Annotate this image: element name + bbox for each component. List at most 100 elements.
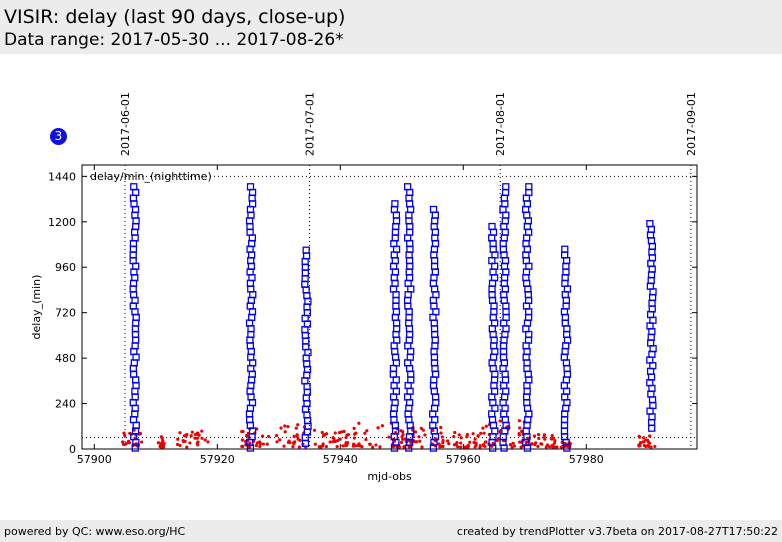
dot-point [401, 430, 405, 434]
square-point [130, 183, 138, 191]
dot-point [423, 433, 427, 437]
dot-point [368, 442, 372, 446]
dot-point [283, 430, 287, 434]
dot-point [452, 435, 456, 439]
dot-point [159, 441, 164, 445]
dot-point [254, 443, 258, 448]
dot-point [182, 434, 187, 438]
dot-point [550, 443, 555, 447]
dot-point [441, 441, 445, 445]
dot-point [401, 433, 405, 437]
dot-point [159, 444, 163, 448]
dot-point [471, 432, 475, 436]
page-title: VISIR: delay (last 90 days, close-up) [4, 6, 346, 28]
dot-point [549, 437, 553, 441]
dot-point [126, 439, 131, 444]
dot-point [439, 431, 443, 435]
dot-point [342, 429, 346, 433]
dot-point [459, 441, 463, 445]
dot-point [468, 440, 472, 444]
square-point [403, 183, 412, 191]
delay-chart: 2017-06-01 2017-07-01 2017-08-01 2017-09-01… [30, 92, 698, 483]
dot-point [431, 428, 435, 433]
dot-point [258, 444, 262, 448]
x-tick-label: 57960 [446, 453, 481, 466]
dot-point [193, 436, 197, 440]
dot-point [185, 445, 189, 449]
dot-point [446, 439, 450, 443]
dot-point [312, 428, 317, 432]
x-tick-label: 57980 [569, 453, 604, 466]
data-range-subtitle: Data range: 2017-05-30 ... 2017-08-26* [4, 30, 344, 50]
dot-point [447, 442, 451, 446]
dot-point [440, 435, 444, 439]
dot-point [482, 444, 486, 448]
y-tick-label: 0 [69, 443, 76, 456]
dot-point [458, 445, 463, 449]
dot-point [161, 439, 165, 443]
dot-point [363, 431, 367, 435]
dot-point [245, 434, 249, 438]
dot-point [286, 425, 290, 429]
dot-point [240, 438, 245, 442]
dot-point [524, 440, 528, 444]
dot-point [401, 437, 405, 441]
dot-point [482, 431, 486, 435]
dot-point [313, 442, 317, 446]
dot-point [357, 421, 361, 425]
dot-point [420, 445, 424, 449]
dot-point [473, 445, 477, 449]
dot-point [648, 434, 652, 438]
dot-point [646, 440, 651, 444]
dot-point [437, 442, 441, 446]
dot-point [275, 440, 279, 444]
plot-number-badge: 3 [50, 128, 67, 145]
dot-point [457, 433, 461, 437]
powered-by-text: powered by QC: www.eso.org/HC [4, 525, 186, 538]
dot-point [286, 440, 291, 444]
dot-point [354, 431, 358, 435]
dot-point [123, 433, 127, 438]
dot-point [539, 442, 543, 446]
dot-point [421, 428, 425, 432]
square-point [525, 183, 533, 191]
dot-point [265, 442, 269, 446]
dot-point [483, 440, 487, 444]
square-point [502, 183, 510, 191]
dot-point [178, 431, 182, 435]
dot-point [464, 445, 468, 449]
page-footer: powered by QC: www.eso.org/HC created by… [0, 520, 782, 542]
dot-point [162, 442, 166, 446]
dot-point [518, 426, 522, 430]
dot-point [352, 436, 357, 440]
square-point [488, 222, 496, 231]
dot-point [333, 439, 337, 444]
dot-point [240, 444, 245, 449]
dot-point [321, 434, 326, 438]
dot-point [339, 430, 344, 434]
dot-point [195, 436, 199, 440]
x-axis-label: mjd-obs [367, 470, 412, 483]
dot-point [283, 424, 287, 428]
page-header: VISIR: delay (last 90 days, close-up) Da… [0, 0, 782, 54]
dot-point [324, 432, 329, 436]
dot-point [200, 436, 204, 440]
square-point [561, 245, 569, 253]
dot-point [195, 431, 200, 435]
dot-point [511, 441, 515, 445]
dot-point [197, 433, 201, 437]
y-tick-label: 480 [55, 352, 76, 365]
dot-point [292, 434, 296, 438]
square-point [302, 246, 310, 254]
dot-point [183, 439, 187, 443]
dot-point [399, 440, 404, 444]
x-tick-label: 57940 [323, 453, 358, 466]
dot-point [387, 435, 391, 439]
dot-point [478, 444, 482, 448]
date-marker-label: 2017-06-01 [119, 92, 132, 156]
dot-point [638, 435, 642, 439]
dot-point [550, 433, 554, 438]
dot-point [203, 438, 207, 442]
dot-point [324, 444, 328, 449]
dot-point [189, 434, 193, 438]
